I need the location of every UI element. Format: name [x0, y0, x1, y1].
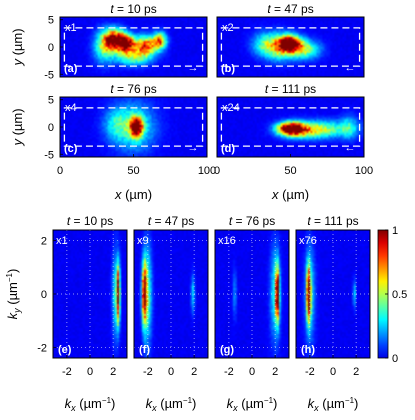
- waveguide-outline: [63, 27, 204, 67]
- colorbar-tick-label: 1: [392, 225, 398, 237]
- realspace-panel-c: x4 (c) → t = 76 ps 5 0 -5 y (µm): [10, 82, 208, 161]
- scale-factor: x1: [65, 22, 77, 34]
- y-tick-label: 5: [48, 95, 54, 107]
- x-tick-label: 0: [57, 165, 63, 177]
- panel-label: (e): [58, 344, 72, 356]
- x-tick-label: -2: [62, 366, 72, 378]
- x-axis-label: x (µm): [114, 187, 152, 202]
- x-tick-label: 100: [355, 165, 373, 177]
- scale-factor: x1: [56, 235, 68, 247]
- scale-factor: x9: [137, 235, 149, 247]
- colorbar-tick-label: 0: [392, 353, 398, 365]
- x-tick-label: -2: [224, 366, 234, 378]
- scale-factor: x4: [65, 102, 77, 114]
- y-axis-label: y (µm): [10, 108, 25, 146]
- kspace-panel-e: x1 (e) t = 10 ps -2 0 2 kx (µm−1): [52, 214, 128, 413]
- x-tick-label: 2: [272, 366, 278, 378]
- kspace-panel-h: x76 (h) t = 111 ps -2 0 2 kx (µm−1): [295, 214, 371, 413]
- kspace-panel-g: x16 (g) t = 76 ps -2 0 2 kx (µm−1): [214, 214, 290, 413]
- waveguide-outline: [63, 107, 204, 147]
- intensity-map: [60, 17, 207, 77]
- panel-time: t = 76 ps: [110, 82, 156, 96]
- realspace-panel-b: x2 (b) ← t = 47 ps: [216, 2, 365, 78]
- y-tick-label: -5: [44, 69, 54, 81]
- x-tick-label: -2: [305, 366, 315, 378]
- x-axis-label: kx (µm−1): [146, 396, 197, 413]
- x-tick-label: 0: [168, 366, 174, 378]
- direction-arrow: ←: [345, 62, 356, 74]
- x-tick-label: 0: [214, 165, 220, 177]
- y-tick-label: 0: [41, 289, 47, 301]
- panel-time: t = 47 ps: [267, 2, 313, 16]
- intensity-map: [60, 97, 207, 157]
- x-axis-label: x (µm): [271, 187, 309, 202]
- direction-arrow: ←: [345, 142, 356, 154]
- y-tick-label: -5: [44, 149, 54, 161]
- scale-factor: x2: [222, 22, 234, 34]
- y-axis-label: y (µm): [10, 28, 25, 66]
- panel-time: t = 47 ps: [148, 214, 194, 228]
- panel-label: (d): [221, 143, 235, 155]
- panel-frame: [216, 16, 365, 78]
- panel-time: t = 111 ps: [265, 82, 316, 96]
- panel-label: (a): [64, 63, 78, 75]
- x-axis-label: kx (µm−1): [227, 396, 278, 413]
- scale-factor: x24: [222, 102, 240, 114]
- panel-label: (c): [64, 143, 78, 155]
- x-tick-label: 0: [87, 366, 93, 378]
- realspace-panel-a: x1 (a) → t = 10 ps 5 0 -5 y (µm): [10, 2, 208, 81]
- panel-label: (h): [301, 344, 315, 356]
- x-tick-label: 50: [284, 165, 296, 177]
- y-tick-label: -2: [37, 342, 47, 354]
- kspace-panel-f: x9 (f) t = 47 ps -2 0 2 kx (µm−1): [133, 214, 209, 413]
- realspace-panel-d: x24 (d) ← t = 111 ps: [216, 82, 365, 158]
- y-axis-label: ky (µm−1): [5, 269, 22, 320]
- x-axis-label: kx (µm−1): [308, 396, 359, 413]
- y-tick-label: 0: [48, 122, 54, 134]
- scale-factor: x76: [299, 235, 317, 247]
- y-tick-label: 2: [41, 236, 47, 248]
- x-tick-label: 50: [127, 165, 139, 177]
- x-tick-label: -2: [143, 366, 153, 378]
- panel-time: t = 10 ps: [110, 2, 156, 16]
- x-tick-label: 0: [249, 366, 255, 378]
- x-tick-label: 0: [330, 366, 336, 378]
- waveguide-outline: [220, 27, 361, 67]
- scale-factor: x16: [218, 235, 236, 247]
- intensity-map: [217, 97, 364, 157]
- waveguide-outline: [220, 107, 361, 147]
- y-tick-label: 5: [48, 15, 54, 27]
- y-tick-label: 0: [48, 42, 54, 54]
- x-tick-label: 2: [110, 366, 116, 378]
- panel-time: t = 76 ps: [229, 214, 275, 228]
- panel-label: (g): [220, 344, 234, 356]
- x-tick-label: 2: [353, 366, 359, 378]
- x-axis-label: kx (µm−1): [65, 396, 116, 413]
- direction-arrow: →: [188, 62, 199, 74]
- x-tick-label: 2: [191, 366, 197, 378]
- colorbar-tick-label: 0.5: [392, 289, 407, 301]
- direction-arrow: →: [188, 142, 199, 154]
- panel-label: (b): [221, 63, 235, 75]
- colorbar: 10.50: [377, 225, 407, 365]
- intensity-map: [217, 17, 364, 77]
- panel-time: t = 111 ps: [307, 214, 358, 228]
- panel-label: (f): [139, 344, 150, 356]
- panel-time: t = 10 ps: [67, 214, 113, 228]
- x-tick-label: 100: [198, 165, 216, 177]
